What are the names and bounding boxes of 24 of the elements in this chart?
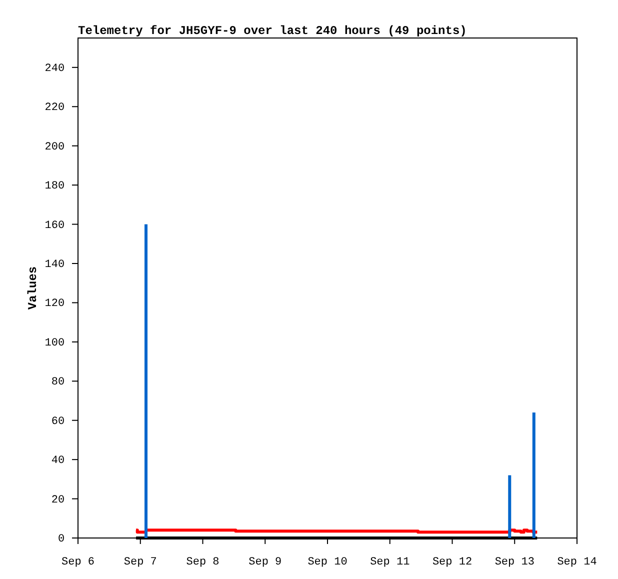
- y-tick-label: 140: [44, 259, 65, 272]
- x-tick-label: Sep 13: [494, 556, 534, 569]
- y-tick-label: 0: [58, 534, 65, 546]
- x-tick-label: Sep 9: [248, 556, 282, 569]
- x-tick-label: Sep 10: [308, 556, 348, 569]
- y-tick-label: 60: [51, 416, 65, 428]
- x-tick-label: Sep 14: [557, 556, 598, 569]
- y-tick-label: 160: [44, 220, 65, 232]
- y-tick-label: 120: [44, 298, 65, 310]
- y-tick-label: 200: [44, 141, 65, 154]
- x-tick-label: Sep 6: [61, 556, 95, 569]
- chart-title: Telemetry for JH5GYF-9 over last 240 hours (49 points): [78, 24, 467, 38]
- y-tick-label: 20: [51, 494, 65, 506]
- x-tick-label: Sep 11: [370, 556, 410, 569]
- y-tick-label: 180: [44, 180, 65, 193]
- y-tick-label: 40: [51, 455, 65, 468]
- x-tick-label: Sep 12: [432, 556, 472, 569]
- x-tick-label: Sep 7: [124, 556, 157, 569]
- y-tick-label: 240: [44, 62, 65, 75]
- y-tick-label: 100: [44, 337, 65, 350]
- y-tick-label: 220: [44, 102, 65, 114]
- y-tick-label: 80: [51, 376, 65, 389]
- x-tick-label: Sep 8: [186, 556, 220, 569]
- y-axis-title: Values: [26, 266, 40, 310]
